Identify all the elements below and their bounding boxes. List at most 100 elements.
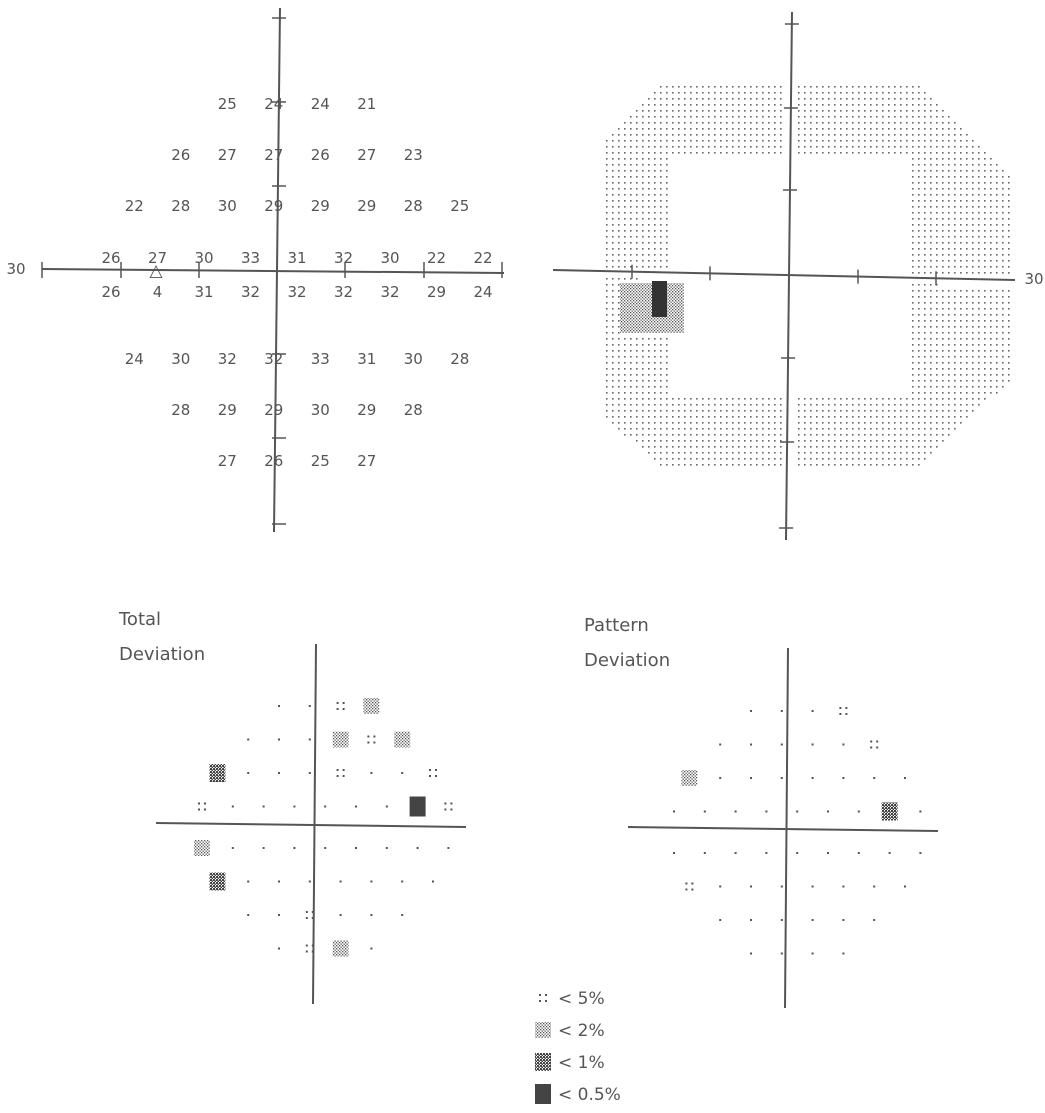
grayscale-dot [732, 452, 734, 454]
grayscale-dot [972, 260, 974, 262]
grayscale-dot [732, 422, 734, 424]
grayscale-dot [822, 146, 824, 148]
grayscale-dot [618, 308, 620, 310]
grayscale-dot [978, 392, 980, 394]
grayscale-dot [888, 458, 890, 460]
grayscale-dot [762, 458, 764, 460]
pattern-deviation-v-axis [784, 647, 789, 1009]
grayscale-dot [960, 362, 962, 364]
grayscale-dot [894, 110, 896, 112]
grayscale-dot [660, 374, 662, 376]
grayscale-dot [840, 422, 842, 424]
grayscale-dot [912, 98, 914, 100]
grayscale-dot [690, 110, 692, 112]
grayscale-dot [810, 410, 812, 412]
grayscale-dot [870, 410, 872, 412]
grayscale-dot [972, 386, 974, 388]
grayscale-dot [912, 224, 914, 226]
normal-point-dot [385, 805, 388, 808]
normal-point-dot [355, 847, 357, 849]
grayscale-dot [612, 266, 614, 268]
grayscale-dot [768, 458, 770, 460]
grayscale-dot [672, 86, 674, 88]
grayscale-dot [966, 410, 968, 412]
grayscale-dot [924, 194, 926, 196]
grayscale-dot [858, 152, 860, 154]
grayscale-dot [924, 176, 926, 178]
grayscale-dot [882, 110, 884, 112]
grayscale-dot [702, 86, 704, 88]
grayscale-dot [636, 212, 638, 214]
grayscale-dot [912, 104, 914, 106]
grayscale-dot [702, 110, 704, 112]
grayscale-dot [948, 188, 950, 190]
grayscale-dot [864, 146, 866, 148]
grayscale-dot [900, 92, 902, 94]
p5-symbol [336, 702, 345, 710]
grayscale-dot [666, 170, 668, 172]
grayscale-dot [624, 380, 626, 382]
grayscale-dot [810, 416, 812, 418]
grayscale-dot [606, 296, 608, 298]
grayscale-dot [864, 128, 866, 130]
grayscale-dot [1008, 296, 1010, 298]
grayscale-dot [732, 398, 734, 400]
grayscale-dot [672, 92, 674, 94]
grayscale-dot [954, 254, 956, 256]
grayscale-dot [654, 230, 656, 232]
grayscale-dot [900, 98, 902, 100]
grayscale-dot [996, 386, 998, 388]
grayscale-dot [684, 416, 686, 418]
grayscale-dot [816, 86, 818, 88]
grayscale-dot [936, 440, 938, 442]
grayscale-dot [618, 296, 620, 298]
grayscale-dot [858, 98, 860, 100]
grayscale-dot [672, 440, 674, 442]
grayscale-dot [846, 398, 848, 400]
threshold-value: 32 [264, 350, 283, 368]
grayscale-dot [696, 452, 698, 454]
grayscale-dot [924, 266, 926, 268]
grayscale-dot [750, 122, 752, 124]
grayscale-dot [618, 422, 620, 424]
grayscale-dot [846, 152, 848, 154]
grayscale-dot [846, 452, 848, 454]
grayscale-dot [636, 128, 638, 130]
grayscale-dot [864, 122, 866, 124]
grayscale-dot [636, 188, 638, 190]
grayscale-dot [606, 194, 608, 196]
grayscale-dot [972, 206, 974, 208]
grayscale-dot [720, 440, 722, 442]
grayscale-dot [1002, 350, 1004, 352]
grayscale-dot [990, 194, 992, 196]
grayscale-dot [648, 224, 650, 226]
grayscale-dot [930, 296, 932, 298]
grayscale-dot [780, 410, 782, 412]
grayscale-dot [702, 428, 704, 430]
grayscale-dot [624, 428, 626, 430]
grayscale-dot [606, 356, 608, 358]
grayscale-dot [870, 404, 872, 406]
grayscale-dot [972, 170, 974, 172]
grayscale-dot [606, 146, 608, 148]
grayscale-dot [978, 200, 980, 202]
grayscale-dot [630, 164, 632, 166]
grayscale-dot [882, 140, 884, 142]
grayscale-dot [624, 128, 626, 130]
grayscale-dot [738, 104, 740, 106]
grayscale-dot [882, 116, 884, 118]
grayscale-dot [618, 338, 620, 340]
grayscale-dot [876, 152, 878, 154]
grayscale-dot [702, 128, 704, 130]
grayscale-dot [762, 434, 764, 436]
grayscale-dot [996, 212, 998, 214]
grayscale-dot [948, 290, 950, 292]
grayscale-dot [978, 194, 980, 196]
grayscale-dot [804, 104, 806, 106]
grayscale-dot [906, 98, 908, 100]
grayscale-dot [960, 200, 962, 202]
grayscale-dot [660, 176, 662, 178]
grayscale-dot [960, 218, 962, 220]
grayscale-dot [942, 428, 944, 430]
normal-point-dot [278, 880, 280, 883]
